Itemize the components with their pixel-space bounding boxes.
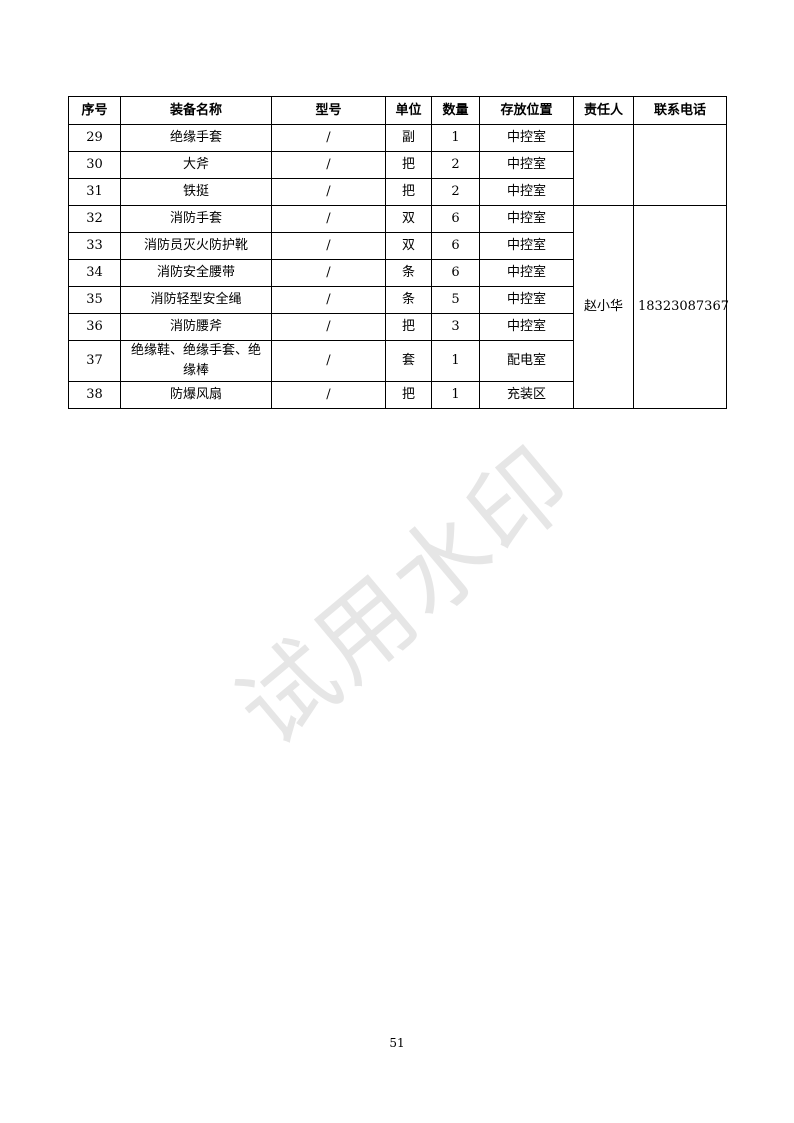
equipment-table: 序号 装备名称 型号 单位 数量 存放位置 责任人 联系电话 29 绝缘手套 / 副 1 中控室 30 大斧… (68, 96, 729, 409)
cell-unit: 把 (385, 313, 432, 341)
cell-qty: 3 (431, 313, 480, 341)
cell-name: 绝缘鞋、绝缘手套、绝缘棒 (120, 340, 272, 382)
cell-qty: 6 (431, 205, 480, 233)
cell-location: 中控室 (479, 286, 574, 314)
cell-location: 中控室 (479, 205, 574, 233)
table-row: 36 消防腰斧 / 把 3 中控室 (68, 313, 727, 341)
cell-qty: 2 (431, 178, 480, 206)
column-header: 单位 (385, 96, 432, 125)
cell-unit: 把 (385, 151, 432, 179)
header-row: 序号 装备名称 型号 单位 数量 存放位置 责任人 联系电话 (68, 96, 727, 125)
cell-no: 38 (68, 381, 121, 409)
cell-location: 中控室 (479, 178, 574, 206)
cell-location: 中控室 (479, 259, 574, 287)
cell-model: / (271, 178, 386, 206)
cell-model: / (271, 340, 386, 382)
cell-model: / (271, 232, 386, 260)
cell-no: 31 (68, 178, 121, 206)
cell-no: 33 (68, 232, 121, 260)
cell-name: 防爆风扇 (120, 381, 272, 409)
cell-unit: 把 (385, 381, 432, 409)
cell-no: 36 (68, 313, 121, 341)
cell-location: 配电室 (479, 340, 574, 382)
cell-name: 消防员灭火防护靴 (120, 232, 272, 260)
column-header: 装备名称 (120, 96, 272, 125)
cell-name: 铁挺 (120, 178, 272, 206)
cell-location: 中控室 (479, 313, 574, 341)
cell-person (573, 124, 634, 206)
column-header: 型号 (271, 96, 386, 125)
cell-name: 消防手套 (120, 205, 272, 233)
cell-qty: 1 (431, 124, 480, 152)
cell-no: 34 (68, 259, 121, 287)
cell-model: / (271, 286, 386, 314)
cell-unit: 双 (385, 205, 432, 233)
cell-model: / (271, 124, 386, 152)
cell-qty: 6 (431, 232, 480, 260)
cell-name: 消防腰斧 (120, 313, 272, 341)
cell-no: 30 (68, 151, 121, 179)
table-row: 31 铁挺 / 把 2 中控室 (68, 178, 727, 206)
table-row: 29 绝缘手套 / 副 1 中控室 (68, 124, 727, 206)
cell-qty: 1 (431, 340, 480, 382)
cell-unit: 副 (385, 124, 432, 152)
cell-phone (633, 124, 727, 206)
column-header: 责任人 (573, 96, 634, 125)
table-row: 37 绝缘鞋、绝缘手套、绝缘棒 / 套 1 配电室 (68, 340, 727, 382)
cell-model: / (271, 381, 386, 409)
cell-model: / (271, 259, 386, 287)
cell-location: 中控室 (479, 232, 574, 260)
cell-name: 绝缘手套 (120, 124, 272, 152)
table-row: 32 消防手套 / 双 6 中控室 赵小华 18323087367 (68, 205, 729, 409)
cell-name: 消防轻型安全绳 (120, 286, 272, 314)
cell-qty: 1 (431, 381, 480, 409)
cell-qty: 2 (431, 151, 480, 179)
cell-qty: 6 (431, 259, 480, 287)
column-header: 数量 (431, 96, 480, 125)
cell-model: / (271, 205, 386, 233)
cell-unit: 双 (385, 232, 432, 260)
table-row: 38 防爆风扇 / 把 1 充装区 (68, 381, 727, 409)
page-number: 51 (389, 1036, 405, 1050)
cell-model: / (271, 151, 386, 179)
cell-location: 充装区 (479, 381, 574, 409)
cell-unit: 把 (385, 178, 432, 206)
cell-model: / (271, 313, 386, 341)
cell-location: 中控室 (479, 151, 574, 179)
cell-location: 中控室 (479, 124, 574, 152)
column-header: 联系电话 (633, 96, 727, 125)
cell-name: 大斧 (120, 151, 272, 179)
cell-name: 消防安全腰带 (120, 259, 272, 287)
column-header: 序号 (68, 96, 121, 125)
cell-no: 29 (68, 124, 121, 152)
table-row: 30 大斧 / 把 2 中控室 (68, 151, 727, 179)
cell-no: 35 (68, 286, 121, 314)
cell-unit: 条 (385, 286, 432, 314)
cell-no: 37 (68, 340, 121, 382)
cell-person: 赵小华 (573, 205, 634, 409)
cell-unit: 套 (385, 340, 432, 382)
cell-no: 32 (68, 205, 121, 233)
table-row: 34 消防安全腰带 / 条 6 中控室 (68, 259, 727, 287)
cell-phone: 18323087367 (633, 205, 729, 409)
watermark: 试用水印 (216, 424, 595, 768)
cell-unit: 条 (385, 259, 432, 287)
column-header: 存放位置 (479, 96, 574, 125)
cell-qty: 5 (431, 286, 480, 314)
